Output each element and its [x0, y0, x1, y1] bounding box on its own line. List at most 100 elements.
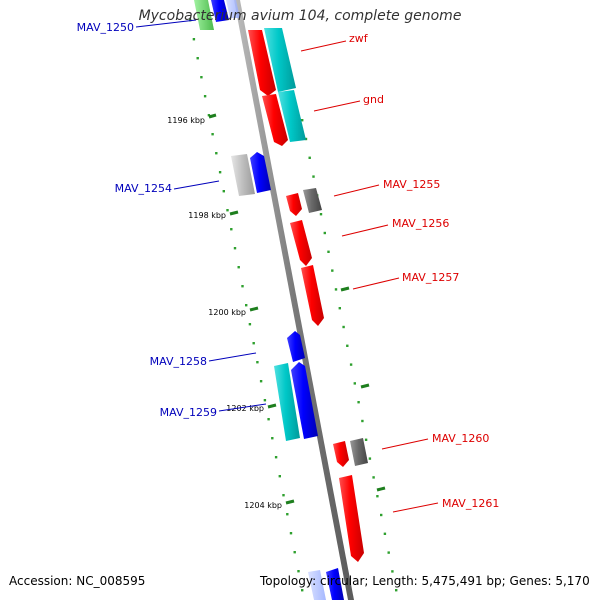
gene-bottom-arrow[interactable] — [326, 568, 344, 600]
gene-label-mav-1261[interactable]: MAV_1261 — [392, 497, 499, 513]
track-dot — [323, 231, 326, 235]
gene-label-text: MAV_1254 — [115, 182, 172, 195]
track-dot — [331, 269, 334, 272]
track-dot — [218, 171, 222, 174]
track-dot — [211, 133, 214, 136]
gene-mav-1254-lightgray[interactable] — [231, 154, 255, 196]
track-dot — [230, 228, 233, 231]
track-dot — [200, 76, 203, 79]
track-dot — [312, 175, 315, 178]
gene-label-text: MAV_1260 — [432, 432, 489, 445]
gene-label-mav-1260[interactable]: MAV_1260 — [381, 432, 489, 450]
track-dot — [380, 513, 383, 517]
tick-label: 1200 kbp — [208, 308, 246, 317]
gene-mav-1261-arrow[interactable] — [339, 475, 364, 562]
track-dot — [372, 476, 375, 479]
gene-label-text: zwf — [349, 32, 369, 45]
topology-value: circular; — [319, 574, 369, 588]
track-dot — [215, 152, 218, 155]
track-dot — [207, 114, 211, 117]
track-dot — [334, 288, 338, 291]
gene-label-mav-1258[interactable]: MAV_1258 — [150, 352, 257, 368]
length-value: 5,475,491 bp; — [421, 574, 506, 588]
gene-mav-1259-cyan[interactable] — [274, 363, 300, 441]
gene-mav-1255-arrow[interactable] — [286, 193, 302, 216]
gene-features — [194, 0, 368, 600]
gene-mav-1254-arrow[interactable] — [250, 152, 271, 193]
track-dot — [361, 419, 364, 423]
accession-info: Accession: NC_008595 — [9, 574, 145, 588]
track-dot — [226, 209, 229, 212]
gene-label-mav-1254[interactable]: MAV_1254 — [115, 180, 220, 195]
track-dot — [387, 551, 390, 554]
tick-1196: 1196 kbp — [167, 113, 217, 125]
gene-mav-1259-arrow[interactable] — [291, 362, 318, 439]
track-dot — [192, 38, 196, 41]
track-dot — [289, 532, 293, 535]
tick-label: 1198 kbp — [188, 211, 226, 220]
track-dot — [263, 399, 267, 402]
gene-label-text: MAV_1256 — [392, 217, 449, 230]
track-dot — [342, 325, 345, 329]
track-dot — [252, 342, 255, 345]
track-dot — [259, 380, 263, 383]
gene-mav-1260-arrow[interactable] — [333, 441, 349, 467]
gene-label-gnd[interactable]: gnd — [313, 93, 384, 112]
track-dot — [391, 570, 394, 573]
track-dot — [349, 363, 353, 366]
track-dot — [357, 401, 360, 404]
gene-label-mav-1255[interactable]: MAV_1255 — [333, 178, 440, 197]
gene-mav-1255-gray[interactable] — [303, 188, 322, 213]
gene-label-mav-1250[interactable]: MAV_1250 — [77, 19, 197, 34]
track-dot — [297, 570, 300, 573]
genome-stats: Topology: circular; Length: 5,475,491 bp… — [260, 574, 590, 588]
track-dot — [301, 589, 304, 592]
gene-label-mav-1256[interactable]: MAV_1256 — [341, 217, 449, 237]
track-dot — [383, 532, 387, 535]
tick-1202: 1202 kbp — [226, 403, 277, 413]
gene-label-mav-1257[interactable]: MAV_1257 — [352, 271, 459, 290]
topology-label: Topology: — [260, 574, 317, 588]
track-dot — [353, 382, 356, 385]
track-dot — [368, 457, 372, 460]
gene-mav-1260-gray[interactable] — [350, 438, 368, 466]
tick-1198: 1198 kbp — [188, 210, 239, 220]
gene-label-text: MAV_1259 — [160, 406, 217, 419]
track-dot — [319, 213, 323, 216]
track-dot — [233, 247, 237, 250]
gene-label-text: MAV_1258 — [150, 355, 207, 368]
tick-label: 1204 kbp — [244, 501, 282, 510]
track-dot — [274, 456, 278, 459]
gene-gnd-arrow[interactable] — [262, 94, 288, 146]
gene-labels: MAV_1250 zwf gnd MAV_1254 MAV_1255 MAV_1… — [77, 19, 499, 513]
track-dot — [376, 495, 379, 498]
track-dot — [293, 551, 296, 554]
genes-value: 5,170 — [555, 574, 590, 588]
gene-zwf-cyan[interactable] — [264, 28, 296, 92]
gene-mav-1250-faded[interactable] — [226, 0, 240, 18]
track-dot — [346, 344, 349, 347]
gene-mav-1250-arrow[interactable] — [211, 0, 229, 22]
gene-mav-1256-arrow[interactable] — [290, 220, 312, 266]
scale-ticks: 1196 kbp 1198 kbp 1200 kbp 1202 kbp 1204… — [167, 113, 386, 510]
gene-bottom-faded[interactable] — [308, 570, 326, 600]
map-title: Mycobacterium avium 104, complete genome — [138, 8, 462, 24]
track-dot — [364, 438, 368, 441]
gene-mav-1250-green[interactable] — [194, 0, 214, 30]
tick-label: 1196 kbp — [167, 116, 205, 125]
track-dot — [267, 418, 270, 421]
track-dot — [278, 475, 281, 478]
gene-label-mav-1259[interactable]: MAV_1259 — [160, 403, 267, 419]
gene-mav-1257-arrow[interactable] — [301, 265, 324, 326]
track-dot — [271, 437, 274, 440]
gene-label-zwf[interactable]: zwf — [300, 32, 369, 52]
gene-zwf-arrow[interactable] — [248, 30, 276, 96]
track-dot — [338, 307, 341, 310]
gene-mav-1258-arrow[interactable] — [287, 331, 305, 362]
track-dot — [245, 304, 248, 307]
gene-label-text: gnd — [363, 93, 384, 106]
gene-gnd-cyan[interactable] — [278, 90, 306, 142]
track-dot — [282, 494, 285, 497]
